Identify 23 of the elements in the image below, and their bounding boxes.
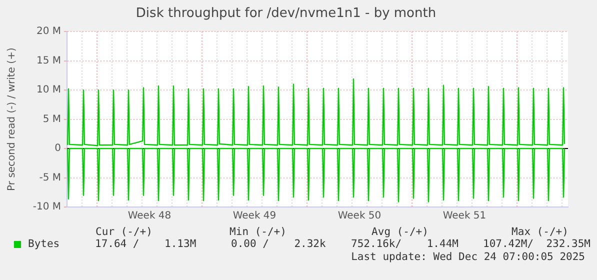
text: Avg (-/+) bbox=[372, 226, 428, 239]
y-tick-label: -10 M bbox=[32, 202, 61, 213]
text: Cur (-/+) bbox=[96, 226, 152, 239]
x-tick-label: Week 49 bbox=[232, 210, 276, 222]
y-axis-title: Pr second read (-) / write (+) bbox=[6, 48, 18, 191]
text: Max (-/+) bbox=[512, 226, 568, 239]
y-tick-label: 10 M bbox=[36, 84, 61, 96]
x-tick-label: Week 48 bbox=[128, 210, 172, 222]
x-tick-label: Week 51 bbox=[442, 210, 486, 222]
y-tick-label: 5 M bbox=[42, 114, 61, 125]
text: 752.16k/ 1.44M bbox=[351, 238, 458, 251]
chart-title: Disk throughput for /dev/nvme1n1 - by month bbox=[136, 6, 436, 22]
legend-label: Bytes bbox=[28, 238, 60, 250]
text: Min (-/+) bbox=[230, 226, 286, 239]
text: 107.42M/ 232.35M bbox=[483, 238, 590, 251]
text: Last update: Wed Dec 24 07:00:05 2025 bbox=[351, 251, 585, 264]
y-tick-label: 0 bbox=[54, 143, 61, 154]
y-tick-label: -5 M bbox=[39, 172, 61, 184]
x-tick-label: Week 50 bbox=[338, 210, 382, 222]
text: 17.64 / 1.13M bbox=[95, 238, 196, 251]
y-tick-label: 20 M bbox=[36, 26, 61, 38]
y-tick-label: 15 M bbox=[36, 55, 61, 66]
text: 0.00 / 2.32k bbox=[231, 238, 326, 251]
